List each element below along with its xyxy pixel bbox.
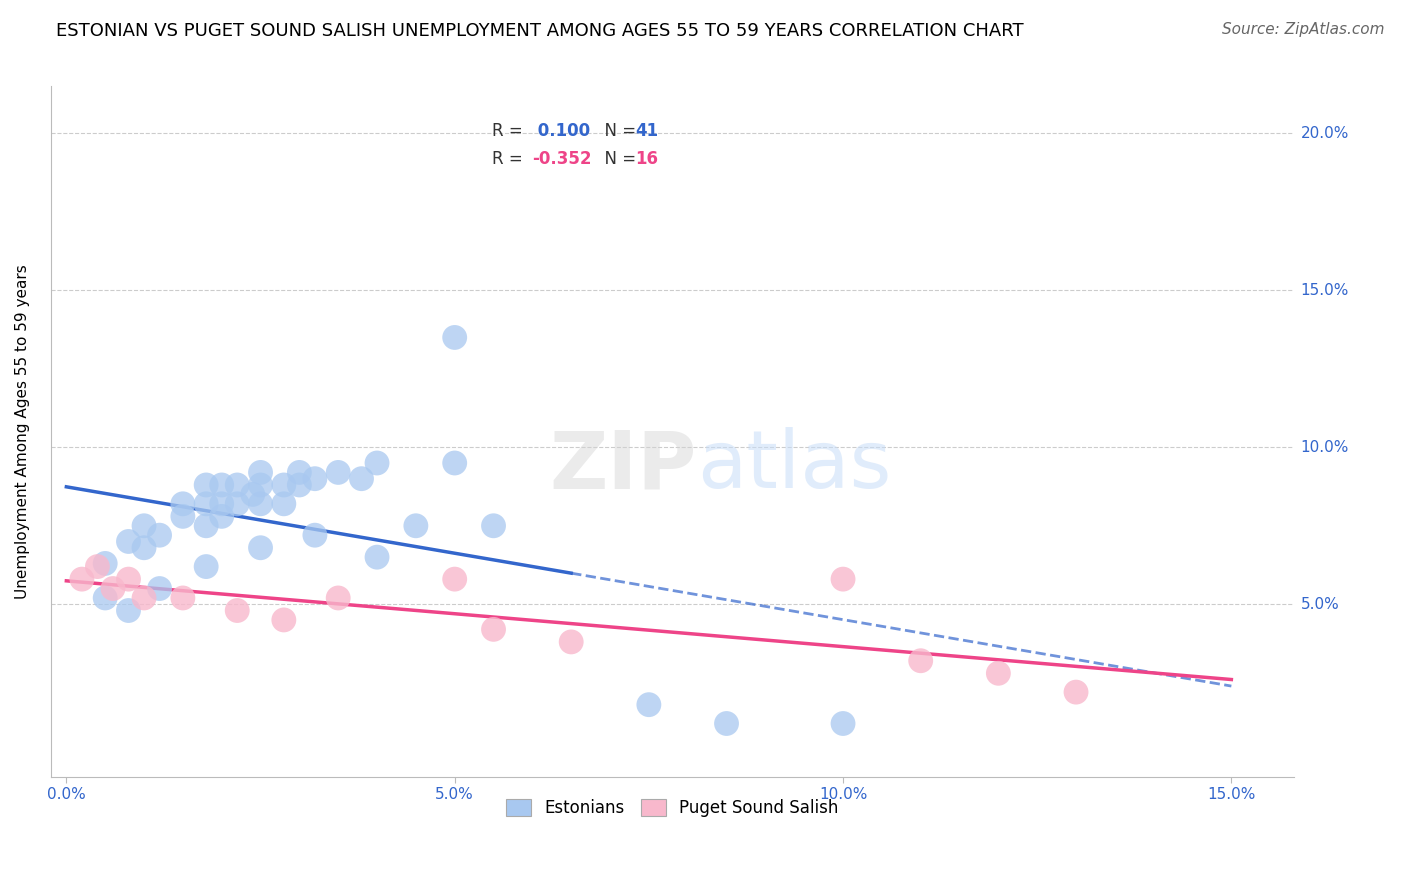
Point <box>70 572 93 586</box>
Point <box>482 623 505 637</box>
Text: -0.352: -0.352 <box>531 150 592 168</box>
Point <box>195 478 218 492</box>
Legend: Estonians, Puget Sound Salish: Estonians, Puget Sound Salish <box>499 792 845 824</box>
Point <box>195 518 218 533</box>
Text: N =: N = <box>593 122 641 140</box>
Point <box>482 518 505 533</box>
Point <box>94 591 117 605</box>
Point <box>132 518 155 533</box>
Text: 10.0%: 10.0% <box>1301 440 1348 455</box>
Point <box>304 528 326 542</box>
Point <box>443 456 465 470</box>
Text: 16: 16 <box>636 150 658 168</box>
Point <box>273 613 295 627</box>
Point <box>288 466 311 480</box>
Point <box>350 472 373 486</box>
Point <box>443 330 465 344</box>
Point <box>172 591 194 605</box>
Text: N =: N = <box>593 150 641 168</box>
Point <box>211 509 233 524</box>
Text: R =: R = <box>492 122 529 140</box>
Y-axis label: Unemployment Among Ages 55 to 59 years: Unemployment Among Ages 55 to 59 years <box>15 264 30 599</box>
Point <box>273 497 295 511</box>
Point <box>304 472 326 486</box>
Point <box>637 698 659 712</box>
Point <box>249 497 271 511</box>
Point <box>328 466 350 480</box>
Point <box>195 559 218 574</box>
Text: ZIP: ZIP <box>550 427 697 505</box>
Point <box>910 654 932 668</box>
Point <box>249 466 271 480</box>
Point <box>366 456 388 470</box>
Point <box>249 478 271 492</box>
Point <box>242 487 264 501</box>
Text: 20.0%: 20.0% <box>1301 126 1348 141</box>
Point <box>1064 685 1087 699</box>
Point <box>288 478 311 492</box>
Point <box>226 497 249 511</box>
Point <box>405 518 427 533</box>
Text: 5.0%: 5.0% <box>1301 597 1339 612</box>
Text: 15.0%: 15.0% <box>1301 283 1348 298</box>
Text: ESTONIAN VS PUGET SOUND SALISH UNEMPLOYMENT AMONG AGES 55 TO 59 YEARS CORRELATIO: ESTONIAN VS PUGET SOUND SALISH UNEMPLOYM… <box>56 22 1024 40</box>
Point <box>211 478 233 492</box>
Text: atlas: atlas <box>697 427 891 505</box>
Point <box>148 528 170 542</box>
Point <box>249 541 271 555</box>
Point <box>117 603 139 617</box>
Point <box>117 572 139 586</box>
Point <box>366 550 388 565</box>
Point <box>832 716 855 731</box>
Point <box>560 635 582 649</box>
Point <box>86 559 108 574</box>
Point <box>172 509 194 524</box>
Point <box>148 582 170 596</box>
Point <box>117 534 139 549</box>
Point <box>172 497 194 511</box>
Point <box>716 716 738 731</box>
Point <box>195 497 218 511</box>
Point <box>226 603 249 617</box>
Point <box>101 582 124 596</box>
Point <box>132 541 155 555</box>
Text: 0.100: 0.100 <box>531 122 591 140</box>
Text: R =: R = <box>492 150 529 168</box>
Point <box>226 478 249 492</box>
Point <box>987 666 1010 681</box>
Point <box>832 572 855 586</box>
Point <box>273 478 295 492</box>
Point <box>328 591 350 605</box>
Point <box>443 572 465 586</box>
Text: Source: ZipAtlas.com: Source: ZipAtlas.com <box>1222 22 1385 37</box>
Point <box>94 557 117 571</box>
Text: 41: 41 <box>636 122 658 140</box>
Point <box>132 591 155 605</box>
Point <box>211 497 233 511</box>
